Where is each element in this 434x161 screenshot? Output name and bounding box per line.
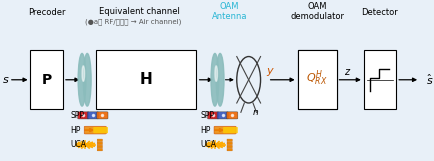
FancyBboxPatch shape [84,126,106,134]
FancyBboxPatch shape [297,50,336,109]
FancyBboxPatch shape [97,139,102,142]
FancyBboxPatch shape [97,145,102,148]
Ellipse shape [214,66,217,81]
Text: Detector: Detector [361,8,397,17]
Text: $y$: $y$ [265,66,274,78]
Text: OAM
demodulator: OAM demodulator [289,2,343,21]
Text: HP: HP [200,126,210,135]
FancyBboxPatch shape [96,50,195,109]
FancyBboxPatch shape [96,112,108,119]
Text: UCA: UCA [200,140,216,149]
Text: Equivalent channel: Equivalent channel [99,7,180,16]
FancyBboxPatch shape [207,112,218,119]
FancyBboxPatch shape [30,50,62,109]
Text: Precoder: Precoder [28,8,65,17]
Text: HP: HP [70,126,81,135]
Circle shape [211,144,218,146]
FancyBboxPatch shape [97,148,102,151]
Text: $Q_{RX}^{H}$: $Q_{RX}^{H}$ [306,68,327,88]
FancyBboxPatch shape [217,112,228,119]
FancyBboxPatch shape [363,50,395,109]
FancyBboxPatch shape [297,50,336,109]
Text: $s$: $s$ [2,75,9,85]
Ellipse shape [82,66,85,81]
FancyBboxPatch shape [97,142,102,145]
Ellipse shape [83,53,91,106]
FancyBboxPatch shape [223,127,237,133]
Text: $\hat{s}$: $\hat{s}$ [425,73,432,87]
Ellipse shape [210,53,218,106]
Text: H: H [139,72,152,87]
Text: $n$: $n$ [252,108,259,117]
Ellipse shape [78,53,86,106]
FancyBboxPatch shape [93,127,108,133]
Text: SPP: SPP [200,111,214,120]
Text: UCA: UCA [70,140,86,149]
FancyBboxPatch shape [78,112,89,119]
FancyBboxPatch shape [227,145,232,148]
FancyBboxPatch shape [227,148,232,151]
FancyBboxPatch shape [214,126,236,134]
Text: $z$: $z$ [343,67,350,77]
FancyBboxPatch shape [87,112,98,119]
Text: OAM
Antenna: OAM Antenna [211,2,247,21]
Ellipse shape [216,53,224,106]
FancyBboxPatch shape [227,139,232,142]
Text: P: P [41,73,52,87]
Text: SPP: SPP [70,111,84,120]
Text: (●a단 RF/안테나 → Air channel): (●a단 RF/안테나 → Air channel) [85,18,181,25]
Circle shape [82,144,89,146]
FancyBboxPatch shape [226,112,237,119]
FancyBboxPatch shape [227,142,232,145]
